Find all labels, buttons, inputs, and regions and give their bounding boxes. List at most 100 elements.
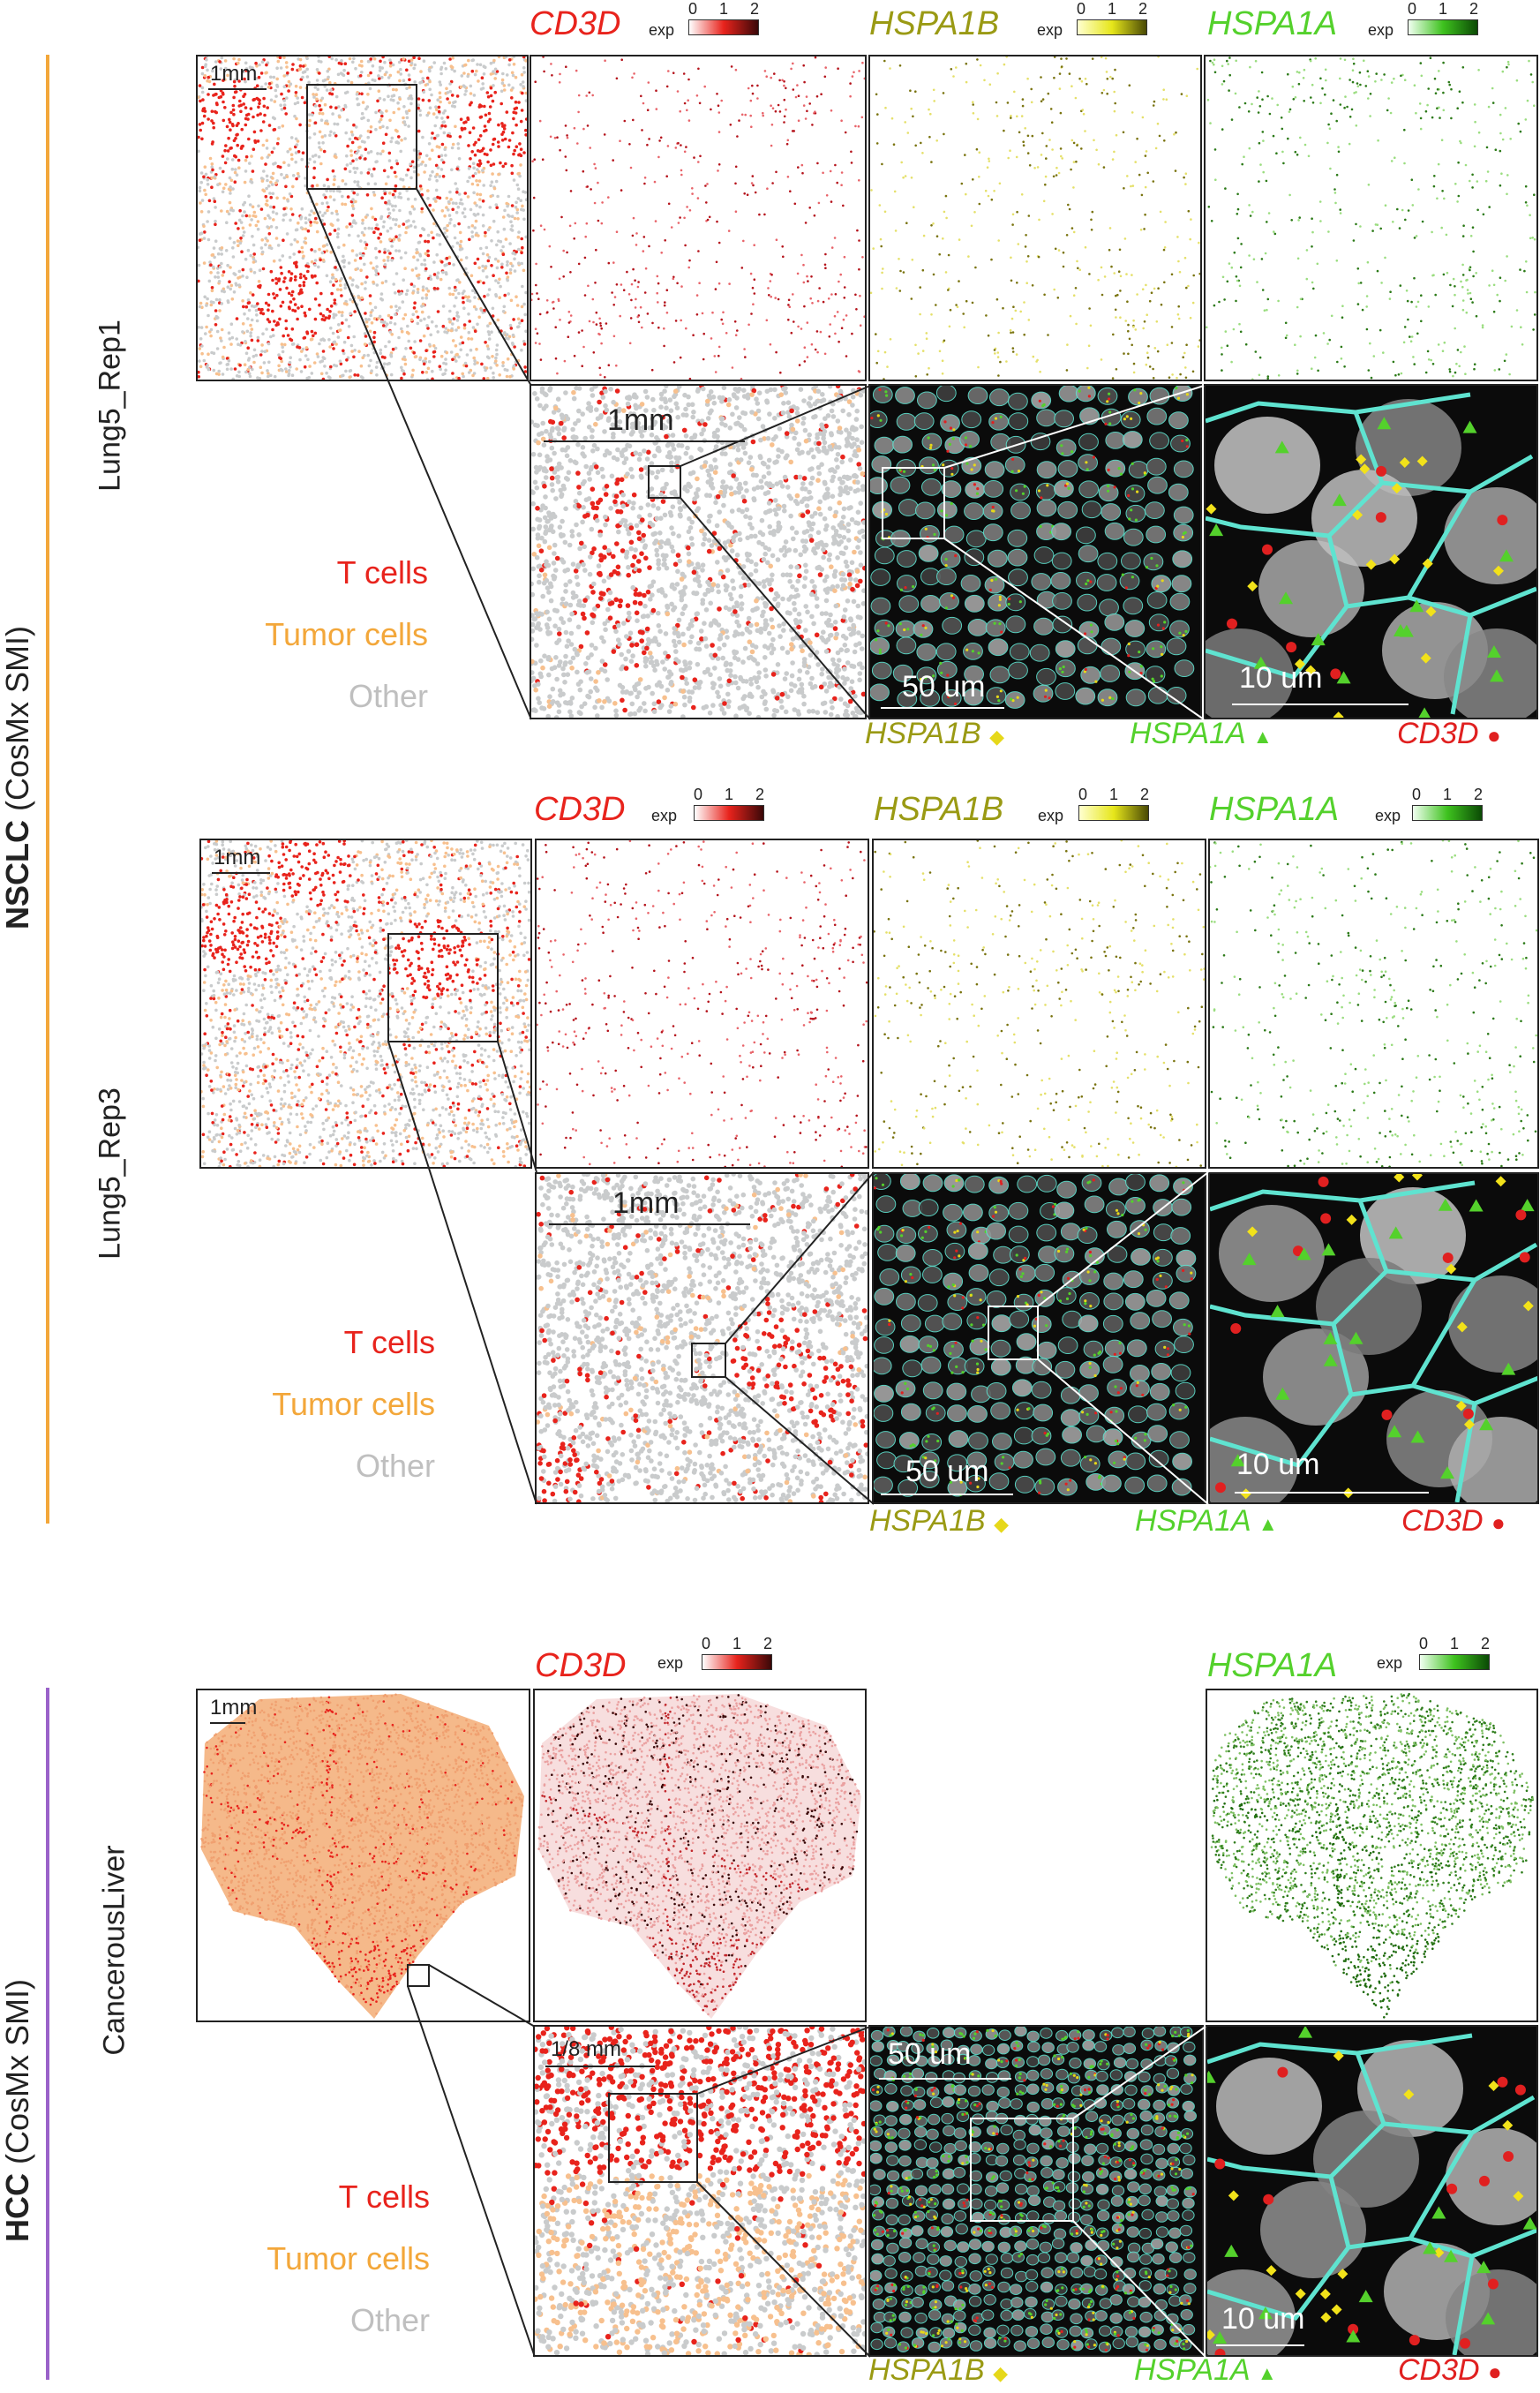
zoom-dot-plot: [535, 2027, 865, 2355]
transcript-detail-image: [1210, 1174, 1537, 1502]
marker-label-hspa1a: HSPA1A ▲: [1130, 717, 1273, 751]
liver-cd3d-plot: [537, 1694, 861, 2019]
colorbar-cd3d: [688, 19, 759, 35]
cd3d-dot-plot: [531, 56, 865, 380]
scale-label: 50 um: [902, 670, 986, 704]
scale-bar: [1232, 704, 1409, 705]
celltype-dot-plot: [198, 56, 527, 380]
hspa1a-expression-panel: [1204, 55, 1538, 381]
transcript-detail-image: [1206, 392, 1536, 718]
scale-label: 1mm: [210, 1696, 257, 1720]
hspa1b-dot-plot: [874, 840, 1205, 1167]
legend-t-cells: T cells: [222, 2179, 430, 2216]
hspa1a-dot-plot: [1210, 840, 1537, 1167]
scale-label: 1mm: [612, 1186, 680, 1221]
exp-label: exp: [657, 1654, 683, 1673]
scale-bar: [879, 2078, 1011, 2080]
hcc-bracket: [46, 1688, 49, 2380]
marker-label-hspa1b: HSPA1B ◆: [869, 1504, 1009, 1539]
nsclc-bracket: [46, 55, 49, 1524]
transcript-detail-panel: 10 um: [1206, 2025, 1538, 2357]
scale-label: 1mm: [607, 403, 674, 438]
scale-bar: [212, 872, 270, 874]
hspa1a-expression-panel: [1206, 1689, 1538, 2022]
colorbar-cd3d: [694, 805, 764, 821]
gene-title-hspa1a: HSPA1A: [1207, 5, 1337, 43]
gene-title-cd3d: CD3D: [530, 5, 620, 43]
cd3d-expression-panel: [530, 55, 867, 381]
scale-bar: [549, 1223, 750, 1225]
exp-label: exp: [1037, 21, 1063, 40]
tissue-overview-panel: 1mm: [196, 55, 529, 381]
marker-label-hspa1b: HSPA1B ◆: [868, 2353, 1008, 2388]
scale-bar: [1216, 2344, 1304, 2346]
marker-label-hspa1a: HSPA1A ▲: [1134, 2353, 1277, 2388]
scale-bar: [544, 440, 745, 442]
scale-bar: [208, 88, 267, 90]
scale-bar: [881, 1494, 1013, 1495]
marker-label-hspa1a: HSPA1A ▲: [1135, 1504, 1278, 1539]
legend-other: Other: [221, 678, 428, 715]
legend-tumor-cells: Tumor cells: [178, 2240, 430, 2277]
colorbar-hspa1a: [1412, 805, 1483, 821]
hspa1a-dot-plot: [1206, 56, 1536, 380]
legend-other: Other: [228, 1448, 435, 1485]
zoom-celltype-panel: 1/8 mm: [533, 2025, 867, 2357]
legend-t-cells: T cells: [228, 1324, 435, 1361]
scale-label: 1mm: [210, 62, 257, 87]
gene-title-hspa1a: HSPA1A: [1207, 1647, 1337, 1685]
sample-label-rep1: Lung5_Rep1: [94, 296, 128, 516]
colorbar-hspa1b: [1078, 805, 1149, 821]
scale-label: 10 um: [1236, 1448, 1320, 1482]
transcript-detail-panel: 10 um: [1204, 384, 1538, 719]
segmentation-image: [874, 1174, 1197, 1497]
segmentation-image: [870, 2027, 1197, 2353]
zoom-celltype-panel: 1mm: [535, 1172, 869, 1504]
exp-label: exp: [1377, 1654, 1402, 1673]
colorbar-hspa1a: [1408, 19, 1478, 35]
scale-label: 1mm: [214, 846, 260, 870]
segmentation-image: [870, 386, 1195, 709]
marker-label-cd3d: CD3D ●: [1398, 2353, 1502, 2388]
hcc-group-label: HCC (CosMx SMI): [0, 1908, 36, 2314]
gene-title-hspa1b: HSPA1B: [869, 5, 999, 43]
exp-label: exp: [651, 807, 677, 825]
marker-label-hspa1b: HSPA1B ◆: [865, 717, 1004, 751]
cell-segmentation-panel: 50 um: [872, 1172, 1206, 1504]
tissue-overview-panel: 1mm: [199, 839, 532, 1169]
scale-bar: [881, 707, 1004, 709]
gene-title-hspa1b: HSPA1B: [874, 791, 1003, 829]
legend-tumor-cells: Tumor cells: [184, 1386, 435, 1423]
zoom-celltype-panel: 1mm: [530, 384, 867, 719]
colorbar-hspa1a: [1419, 1654, 1490, 1670]
exp-label: exp: [1038, 807, 1063, 825]
scale-label: 10 um: [1221, 2302, 1305, 2337]
transcript-detail-image: [1207, 2027, 1536, 2355]
hspa1b-expression-panel: [872, 839, 1206, 1169]
scale-label: 10 um: [1239, 661, 1323, 696]
scale-label: 50 um: [905, 1455, 989, 1489]
exp-label: exp: [1375, 807, 1401, 825]
nsclc-group-label: NSCLC (CosMx SMI): [0, 575, 36, 981]
exp-label: exp: [1368, 21, 1394, 40]
cell-segmentation-panel: 50 um: [868, 384, 1202, 719]
tissue-overview-panel: 1mm: [196, 1689, 530, 2022]
hspa1a-expression-panel: [1208, 839, 1539, 1169]
scale-label: 50 um: [888, 2037, 972, 2072]
gene-title-cd3d: CD3D: [535, 1647, 626, 1685]
hspa1b-dot-plot: [870, 56, 1200, 380]
cd3d-expression-panel: [535, 839, 869, 1169]
liver-celltype-plot: [200, 1693, 524, 2019]
scale-label: 1/8 mm: [551, 2037, 621, 2062]
legend-tumor-cells: Tumor cells: [177, 616, 428, 653]
cd3d-expression-panel: [533, 1689, 867, 2022]
legend-other: Other: [222, 2302, 430, 2339]
sample-label-rep3: Lung5_Rep3: [94, 1064, 128, 1284]
colorbar-hspa1b: [1077, 19, 1147, 35]
gene-title-cd3d: CD3D: [534, 791, 625, 829]
